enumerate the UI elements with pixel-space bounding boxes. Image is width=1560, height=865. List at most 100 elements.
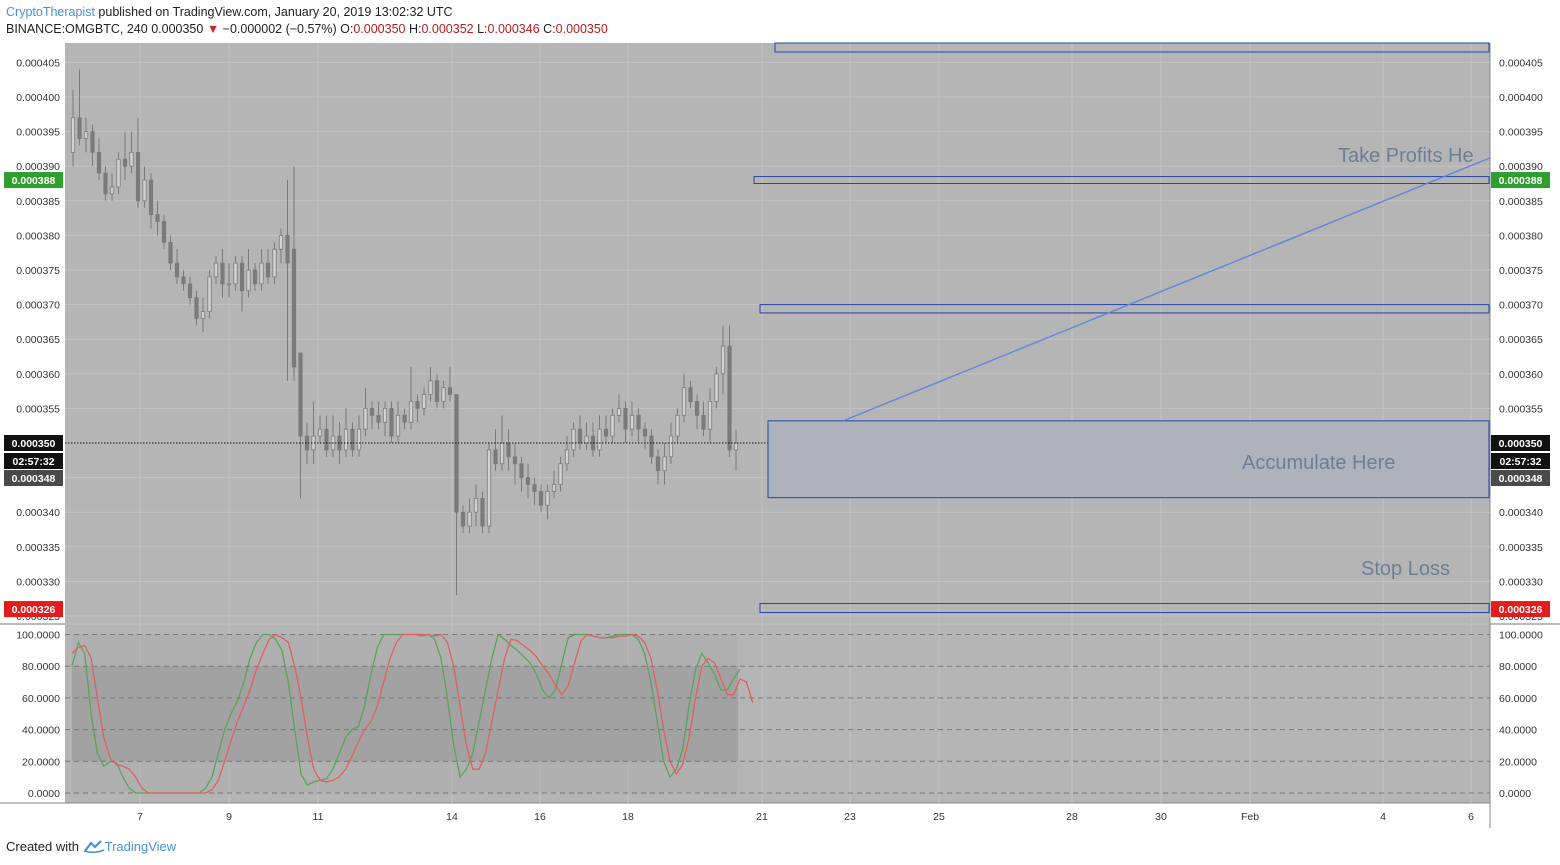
candle-body (90, 131, 95, 153)
price-tag-right-text: 0.000348 (1499, 473, 1543, 485)
price-tag-right (1491, 172, 1550, 189)
candle-body (675, 414, 680, 437)
candle-body (571, 428, 576, 451)
candle-body (434, 380, 440, 402)
close-value: 0.000350 (555, 22, 608, 36)
candle-body (545, 491, 550, 506)
candle-body (525, 477, 531, 485)
stoch-tick-label-left: 0.0000 (28, 788, 60, 800)
candle-body (623, 407, 628, 430)
price-tick-label-right: 0.000400 (1499, 92, 1543, 104)
date-tick-label: 21 (756, 811, 768, 823)
price-tick-label-right: 0.000385 (1499, 196, 1543, 208)
date-tick-label: 6 (1468, 811, 1474, 823)
candle-body (129, 151, 134, 167)
price-tag-left-text: 0.000350 (12, 438, 56, 450)
candle-body (584, 435, 589, 444)
candle-body (616, 407, 622, 416)
candle-body (538, 491, 544, 506)
candle-body (187, 283, 193, 299)
date-tick-label: 9 (226, 811, 232, 823)
candle-body (480, 497, 485, 527)
price-panel (65, 43, 1490, 623)
publish-info: published on TradingView.com, January 20… (94, 5, 453, 19)
candle-body (389, 407, 394, 437)
candle-body (233, 262, 238, 285)
price-zone-box (753, 176, 1490, 185)
stoch-tick-label-right: 20.0000 (1499, 756, 1537, 768)
candle-body (577, 428, 583, 444)
price-tag-left-text: 02:57:32 (12, 456, 54, 468)
candle-body (603, 428, 609, 437)
candle-body (415, 401, 420, 409)
candle-body (83, 131, 89, 139)
date-tick-label: 30 (1155, 811, 1167, 823)
candle-body (155, 214, 160, 222)
candle-body (447, 387, 453, 395)
price-tag-left (4, 470, 63, 486)
candle-body (317, 428, 323, 437)
price-tag-right (1491, 453, 1550, 469)
price-tick-label-right: 0.000395 (1499, 127, 1543, 139)
candle-body (174, 262, 180, 278)
candle-body (246, 269, 251, 292)
price-tick-label-left: 0.000330 (16, 576, 60, 588)
price-zone-box (759, 304, 1490, 314)
author-link[interactable]: CryptoTherapist (6, 5, 95, 19)
high-label: H: (408, 22, 422, 36)
candle-body (558, 463, 563, 485)
date-tick-label: 28 (1066, 811, 1078, 823)
date-tick-label: 11 (313, 811, 324, 823)
price-tick-label-left: 0.000390 (16, 161, 60, 173)
candle-body (467, 511, 472, 527)
price-zone-box (767, 420, 1490, 499)
price-tag-left (4, 172, 63, 189)
candle-body (473, 497, 479, 513)
candle-body (720, 345, 726, 375)
candle-body (324, 428, 329, 451)
candle-body (135, 151, 141, 202)
price-tag-left (4, 453, 63, 469)
candle-body (161, 221, 167, 243)
candle-body (610, 414, 615, 437)
price-tag-right-text: 0.000350 (1499, 438, 1543, 450)
price-tick-label-left: 0.000400 (16, 92, 60, 104)
candle-body (77, 117, 82, 139)
candle-body (493, 449, 498, 465)
candle-body (259, 262, 264, 285)
price-tag-right-text: 0.000326 (1499, 604, 1543, 616)
open-value: 0.000350 (353, 22, 406, 36)
candle-body (733, 442, 739, 451)
price-tick-label-right: 0.000360 (1499, 369, 1543, 381)
tradingview-link[interactable]: TradingView (104, 839, 177, 854)
stochastic-history-shade (72, 634, 738, 793)
candle-body (421, 394, 427, 409)
candle-body (551, 484, 557, 492)
candle-body (148, 179, 154, 216)
price-tick-label-right: 0.000330 (1499, 576, 1543, 588)
price-tick-label-left: 0.000385 (16, 196, 60, 208)
candle-body (239, 262, 245, 292)
candle-body (181, 276, 186, 285)
candle-body (681, 387, 687, 416)
date-tick-label: 25 (933, 811, 945, 823)
stoch-tick-label-right: 80.0000 (1499, 661, 1537, 673)
footer: Created with TradingView (6, 839, 176, 856)
candle-body (109, 186, 115, 195)
stoch-tick-label-right: 100.0000 (1499, 630, 1543, 642)
candle-body (350, 428, 355, 451)
date-tick-label: 18 (622, 811, 634, 823)
candle-body (597, 428, 602, 451)
price-tick-label-left: 0.000405 (16, 57, 60, 69)
candle-body (343, 428, 349, 451)
candle-body (252, 269, 258, 285)
price-tick-label-left: 0.000360 (16, 369, 60, 381)
tradingview-logo-icon (83, 839, 105, 856)
price-tick-label-left: 0.000335 (16, 542, 60, 554)
price-zone-box (774, 42, 1490, 53)
candle-body (207, 276, 212, 312)
price-tag-left (4, 435, 63, 451)
candle-body (668, 435, 674, 458)
price-tag-right-text: 02:57:32 (1499, 456, 1541, 468)
